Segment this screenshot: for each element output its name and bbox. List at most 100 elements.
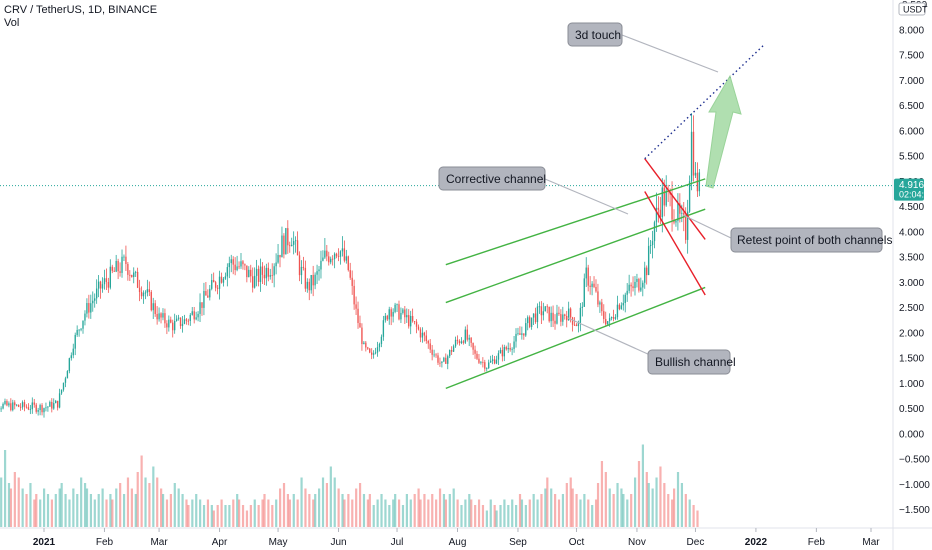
projection-line[interactable] [644,44,765,160]
volume-bar [341,494,344,527]
candle-body [187,320,190,322]
candle-body [287,228,289,246]
candle-body [56,400,59,408]
volume-bar [148,483,151,527]
up-arrow-icon[interactable] [705,74,742,189]
y-tick-label: 5.500 [899,152,924,163]
candle-body [302,266,305,268]
candle-body [523,333,525,336]
candle-body [583,278,585,307]
candle-body [597,291,599,305]
volume-bar [630,494,633,527]
candle-body [328,256,330,263]
volume-bar [152,466,155,527]
volume-bar [119,483,122,527]
x-tick-label: 2021 [33,537,56,548]
candle-body [544,306,546,312]
candle-body [115,260,117,272]
candle-body [74,334,76,349]
bullish-channel-line[interactable] [445,208,706,304]
candle-body [564,314,566,316]
candle-body [207,295,209,298]
volume-bar [144,477,147,527]
currency-badge[interactable] [898,2,926,16]
candle-body [419,329,422,338]
volume-bar [224,505,227,527]
candle-body [189,314,191,321]
corrective-channel-line[interactable] [644,158,706,240]
candle-body [686,211,689,240]
volume-bar [571,488,574,527]
candle-body [294,240,297,242]
x-tick-label: Dec [687,537,705,548]
volume-bar [261,499,264,527]
candle-body [445,357,447,364]
candle-body [300,266,303,276]
candle-body [376,347,379,353]
x-tick-label: Feb [808,537,826,548]
candle-body [314,274,316,286]
volume-bar [329,466,332,527]
candle-body [493,359,496,364]
callout-third-touch[interactable]: 3d touch [567,22,719,73]
candle-body [216,287,219,289]
candle-body [173,321,176,331]
volume-bar [13,472,16,527]
volume-bar [241,505,245,527]
volume-bar [591,505,594,527]
candle-body [0,408,2,410]
candle-body [125,256,127,264]
price-axis[interactable]: 8.0007.5007.0006.5006.0005.5005.0004.500… [899,26,930,517]
volume-bar [544,488,547,527]
candle-body [460,341,463,344]
candle-body [166,323,168,328]
candle-body [450,350,453,352]
candle-body [363,342,365,345]
volume-bar [612,494,615,527]
callout-corrective-channel[interactable]: Corrective channel [438,166,629,215]
volume-bar [368,494,371,527]
volume-bar [296,499,299,527]
candle-body [408,315,410,327]
x-tick-label: 2022 [745,537,768,548]
candle-body [322,257,324,261]
candle-body [337,256,340,257]
candle-body [16,404,18,406]
candle-body [211,280,213,289]
y-tick-label: 4.500 [899,202,924,213]
candle-body [550,312,552,322]
bullish-channel-line[interactable] [445,178,706,266]
volume-bar [9,488,13,527]
candle-body [382,320,385,337]
candle-body [410,315,412,327]
candle-body [394,304,396,312]
candle-body [449,350,451,357]
volume-bar [35,494,38,527]
callout-retest-point[interactable]: Retest point of both channels [682,214,892,253]
candle-body [423,332,426,336]
volume-bar [394,494,397,527]
volume-bar [569,477,572,527]
candle-body [392,311,394,317]
volume-bar [388,505,391,527]
candle-body [402,309,404,314]
volume-bar [50,499,54,527]
candle-body [185,319,188,321]
bar-countdown: 02:04:14 [899,190,932,200]
candle-body [636,278,638,282]
time-axis[interactable]: 2021 Feb Mar Apr May Jun Jul Aug Sep Oct Nov Dec 202… [33,528,880,548]
candle-body [248,269,250,278]
corrective-channel-line[interactable] [644,191,706,296]
volume-bar [115,488,118,527]
candle-body [144,292,147,294]
volume-bar [126,477,130,527]
volume-bar [80,477,83,527]
bullish-channel-line[interactable] [445,286,706,390]
candle-body [53,403,55,409]
volume-bar [236,494,239,527]
volume-bar [536,499,539,527]
callout-bullish-channel[interactable]: Bullish channel [567,317,736,375]
y-tick-label: 3.500 [899,253,924,264]
volume-bar [554,494,557,527]
